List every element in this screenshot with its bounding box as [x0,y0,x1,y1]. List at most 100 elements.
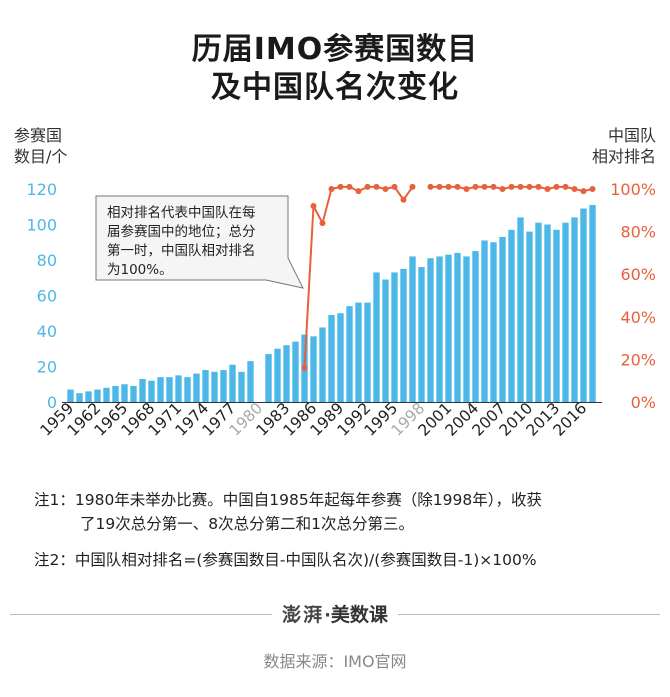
right-tick-label: 80% [620,223,656,242]
ranking-point [364,183,371,190]
bar [526,231,533,402]
ranking-point [562,183,569,190]
bar [274,348,281,402]
bar [283,345,290,402]
bar [328,315,335,402]
annotation-box [95,195,304,289]
annotation-line: 第一时，中国队相对排名 [107,242,256,259]
bar [211,371,218,402]
bar [175,375,182,403]
chart-title-line2: 及中国队名次变化 [211,70,459,105]
left-axis-title: 参赛国 数目/个 [14,125,67,167]
bar [85,391,92,402]
bar [229,364,236,402]
bar [517,217,524,402]
note-1-continued: 了19次总分第一、8次总分第二和1次总分第三。 [80,515,414,533]
left-tick-label: 40 [37,322,57,341]
annotation-line: 届参赛国中的地位；总分 [107,223,256,240]
left-tick-label: 0 [47,393,57,412]
ranking-point [436,183,443,190]
ranking-point [580,188,587,195]
bar [535,222,542,402]
right-axis-title: 中国队 相对排名 [578,125,656,167]
bar [193,373,200,402]
left-tick-label: 100 [26,216,57,235]
ranking-point [301,364,308,371]
ranking-point [535,183,542,190]
ranking-point [382,186,389,192]
ranking-point [463,186,470,192]
bar [148,380,155,402]
left-tick-label: 60 [37,287,57,306]
bar [247,361,254,402]
bar [427,258,434,402]
bar [346,306,353,402]
bar [571,217,578,402]
bar [238,371,245,402]
ranking-point [454,183,461,190]
bar [490,242,497,402]
bar [409,256,416,402]
bar [130,386,137,402]
bar [76,393,83,403]
bar [544,224,551,402]
bar [310,336,317,402]
bar [184,377,191,402]
bar [589,204,596,402]
ranking-point [310,203,317,209]
ranking-point [490,183,497,190]
ranking-point [409,183,416,190]
ranking-point [319,220,326,227]
right-tick-label: 100% [610,180,656,199]
bar [103,387,110,402]
bar [202,370,209,402]
bar [481,240,488,402]
right-axis-ticks: 0% 20% 40% 60% 80% 100% [610,180,656,412]
ranking-point [589,186,596,192]
bar [292,341,299,402]
bar [400,268,407,403]
ranking-line-series [301,183,596,371]
bar [553,229,560,402]
ranking-point [346,183,353,190]
ranking-point [499,186,506,192]
ranking-point [526,183,533,190]
bar [166,377,173,402]
right-axis-title-line1: 中国队 [607,126,656,145]
bar [121,384,128,402]
left-axis-title-line2: 数目/个 [14,147,68,166]
note-2: 注2：中国队相对排名=(参赛国数目-中国队名次)/(参赛国数目-1)×100% [34,551,537,569]
bar [337,313,344,402]
left-tick-label: 120 [26,180,57,199]
bar [265,354,272,402]
left-axis-title-line1: 参赛国 [14,126,63,145]
bar [445,254,452,402]
bar-series [67,204,596,403]
bar [94,389,101,402]
bar [418,267,425,402]
ranking-point [571,186,578,192]
x-axis-ticks: 1959196219651968197119741977198019831986… [37,399,591,440]
ranking-point [391,183,398,190]
bar [499,236,506,402]
brand-mark: 澎湃·美数课 [0,600,670,627]
bar [157,377,164,402]
bar [220,370,227,402]
ranking-point [481,183,488,190]
bar [373,272,380,402]
brand-separator: · [324,605,331,626]
bar [454,252,461,402]
ranking-point [355,188,362,195]
bar [436,256,443,402]
bar [562,222,569,402]
bar [391,272,398,402]
right-tick-label: 60% [620,265,656,284]
left-axis-ticks: 0 20 40 60 80 100 120 [26,180,57,412]
ranking-point [427,183,434,190]
bar [463,256,470,402]
note-1: 注1：1980年未举办比赛。中国自1985年起每年参赛（除1998年），收获 [34,491,542,509]
ranking-point [337,183,344,190]
ranking-point [553,183,560,190]
bar [364,302,371,402]
ranking-point [373,183,380,190]
